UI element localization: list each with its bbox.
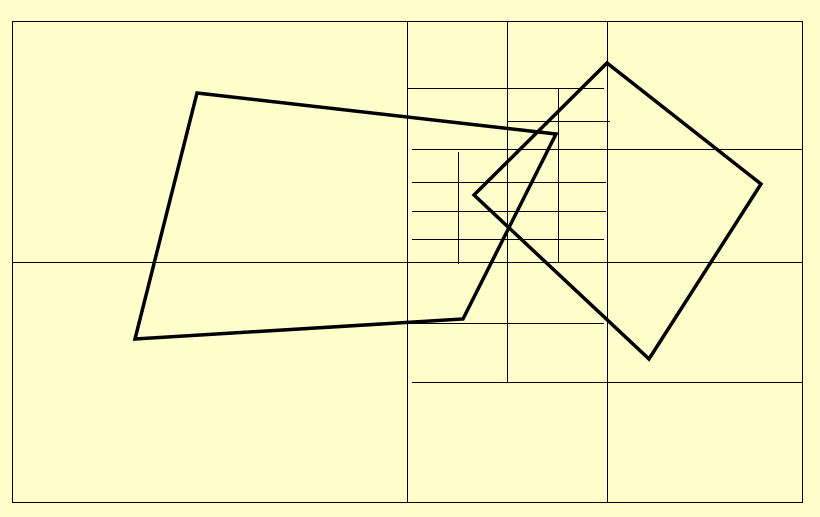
quadrilateral-left xyxy=(132,91,559,341)
quadrilateral-right xyxy=(471,60,764,362)
subdivision-grid xyxy=(12,21,803,503)
quadrilaterals xyxy=(132,60,764,362)
